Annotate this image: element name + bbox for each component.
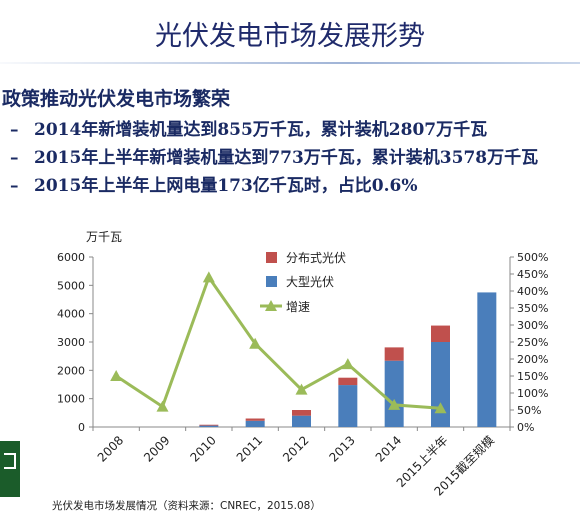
legend-label: 分布式光伏 bbox=[286, 251, 346, 265]
bar-large-pv bbox=[199, 425, 219, 427]
y-axis-unit: 万千瓦 bbox=[86, 230, 122, 244]
x-tick-label: 2011 bbox=[234, 433, 265, 464]
growth-marker bbox=[388, 398, 401, 410]
growth-marker bbox=[434, 402, 447, 414]
bar-distributed-pv bbox=[292, 410, 311, 416]
bullet-text: 2015年上半年新增装机量达到773万千瓦，累计装机3578万千瓦 bbox=[34, 148, 539, 168]
bar-distributed-pv bbox=[245, 418, 265, 421]
growth-marker bbox=[202, 271, 215, 283]
bullet-text: 2015年上半年上网电量173亿千瓦时，占比0.6% bbox=[34, 176, 418, 196]
bullet-item: –2014年新增装机量达到855万千瓦，累计装机2807万千瓦 bbox=[10, 115, 487, 140]
bar-distributed-pv bbox=[338, 377, 358, 386]
bar-large-pv bbox=[477, 292, 497, 427]
x-tick-label: 2013 bbox=[326, 433, 357, 464]
source-caption: 光伏发电市场发展情况（资料来源：CNREC，2015.08） bbox=[52, 500, 321, 512]
x-tick-label: 2010 bbox=[187, 433, 218, 464]
y-tick-label: 5000 bbox=[57, 279, 85, 292]
bullet-item: –2015年上半年上网电量173亿千瓦时，占比0.6% bbox=[10, 171, 418, 196]
growth-marker bbox=[249, 337, 262, 349]
bullet-marker: – bbox=[10, 148, 19, 168]
bar-distributed-pv bbox=[199, 424, 219, 426]
y-tick-label: 0 bbox=[78, 421, 85, 434]
y2-tick-label: 350% bbox=[517, 302, 548, 315]
bar-large-pv bbox=[384, 360, 404, 427]
growth-marker bbox=[295, 383, 308, 395]
y2-tick-label: 0% bbox=[517, 421, 534, 434]
bullet-marker: – bbox=[10, 120, 19, 140]
bullet-marker: – bbox=[10, 176, 19, 196]
y2-tick-label: 200% bbox=[517, 353, 548, 366]
y2-tick-label: 250% bbox=[517, 336, 548, 349]
y-tick-label: 4000 bbox=[57, 308, 85, 321]
growth-marker bbox=[341, 358, 354, 370]
bullet-item: –2015年上半年新增装机量达到773万千瓦，累计装机3578万千瓦 bbox=[10, 143, 538, 168]
bar-large-pv bbox=[245, 420, 265, 427]
x-tick-label: 2009 bbox=[141, 433, 172, 464]
y2-tick-label: 500% bbox=[517, 251, 548, 264]
y2-tick-label: 100% bbox=[517, 387, 548, 400]
title-underline bbox=[0, 62, 580, 64]
y-tick-label: 2000 bbox=[57, 364, 85, 377]
y2-tick-label: 300% bbox=[517, 319, 548, 332]
legend-swatch bbox=[266, 252, 277, 263]
bullet-text: 2014年新增装机量达到855万千瓦，累计装机2807万千瓦 bbox=[34, 120, 488, 140]
chart-area: 万千瓦 0 1000 2000 3000 4000 5000 6000 0% 50% 100% 150… bbox=[0, 225, 580, 520]
capacity-chart: 万千瓦 0 1000 2000 3000 4000 5000 6000 0% 50% 100% 150… bbox=[57, 230, 548, 499]
y-tick-label: 3000 bbox=[57, 336, 85, 349]
x-tick-label: 2008 bbox=[95, 433, 126, 464]
y2-tick-label: 150% bbox=[517, 370, 548, 383]
legend-label: 大型光伏 bbox=[286, 275, 334, 289]
growth-line bbox=[115, 274, 441, 410]
growth-marker bbox=[110, 370, 123, 381]
bar-large-pv bbox=[292, 415, 311, 427]
legend-line-marker bbox=[265, 300, 277, 311]
corner-logo bbox=[0, 441, 20, 497]
y2-tick-label: 400% bbox=[517, 285, 548, 298]
bar-large-pv bbox=[431, 342, 450, 427]
bar-large-pv bbox=[338, 385, 358, 427]
x-tick-label: 2014 bbox=[373, 433, 404, 464]
bar-distributed-pv bbox=[384, 347, 404, 361]
y-tick-label: 1000 bbox=[57, 393, 85, 406]
slide-title: 光伏发电市场发展形势 bbox=[155, 21, 425, 52]
y2-tick-label: 450% bbox=[517, 268, 548, 281]
y2-tick-label: 50% bbox=[517, 404, 541, 417]
legend-swatch bbox=[266, 276, 277, 287]
growth-marker bbox=[156, 400, 169, 412]
x-tick-label: 2012 bbox=[280, 433, 311, 464]
bar-distributed-pv bbox=[431, 325, 450, 342]
y-tick-label: 6000 bbox=[57, 251, 85, 264]
bullet-heading: 政策推动光伏发电市场繁荣 bbox=[2, 88, 231, 110]
legend-label: 增速 bbox=[286, 300, 310, 314]
